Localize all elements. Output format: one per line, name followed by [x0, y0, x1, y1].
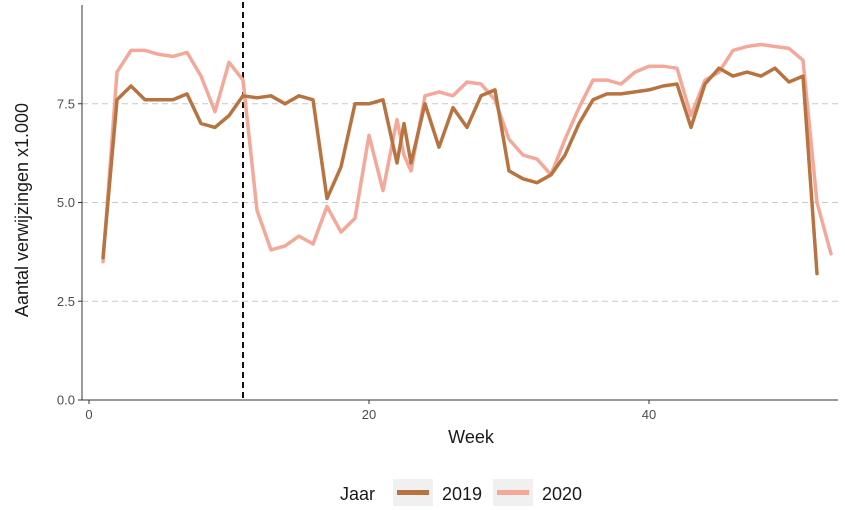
legend: Jaar 2019 2020 — [340, 479, 582, 506]
series-lines — [101, 42, 833, 276]
axes — [78, 5, 838, 404]
x-axis-title: Week — [448, 427, 495, 447]
y-axis-title: Aantal verwijzingen x1.000 — [12, 103, 32, 317]
legend-label-2020: 2020 — [542, 484, 582, 504]
y-tick-label: 2.5 — [57, 294, 75, 309]
x-tick-label: 0 — [85, 407, 92, 422]
series-line-2019 — [101, 66, 819, 276]
y-tick-label: 5.0 — [57, 195, 75, 210]
x-tick-label: 20 — [362, 407, 376, 422]
y-tick-label: 0.0 — [57, 393, 75, 408]
y-tick-label: 7.5 — [57, 96, 75, 111]
legend-title: Jaar — [340, 484, 375, 504]
gridlines — [82, 103, 838, 302]
series-line-2020 — [101, 42, 833, 264]
tick-labels: 0.0 2.5 5.0 7.5 0 20 40 — [57, 96, 656, 422]
x-tick-label: 40 — [642, 407, 656, 422]
legend-label-2019: 2019 — [442, 484, 482, 504]
